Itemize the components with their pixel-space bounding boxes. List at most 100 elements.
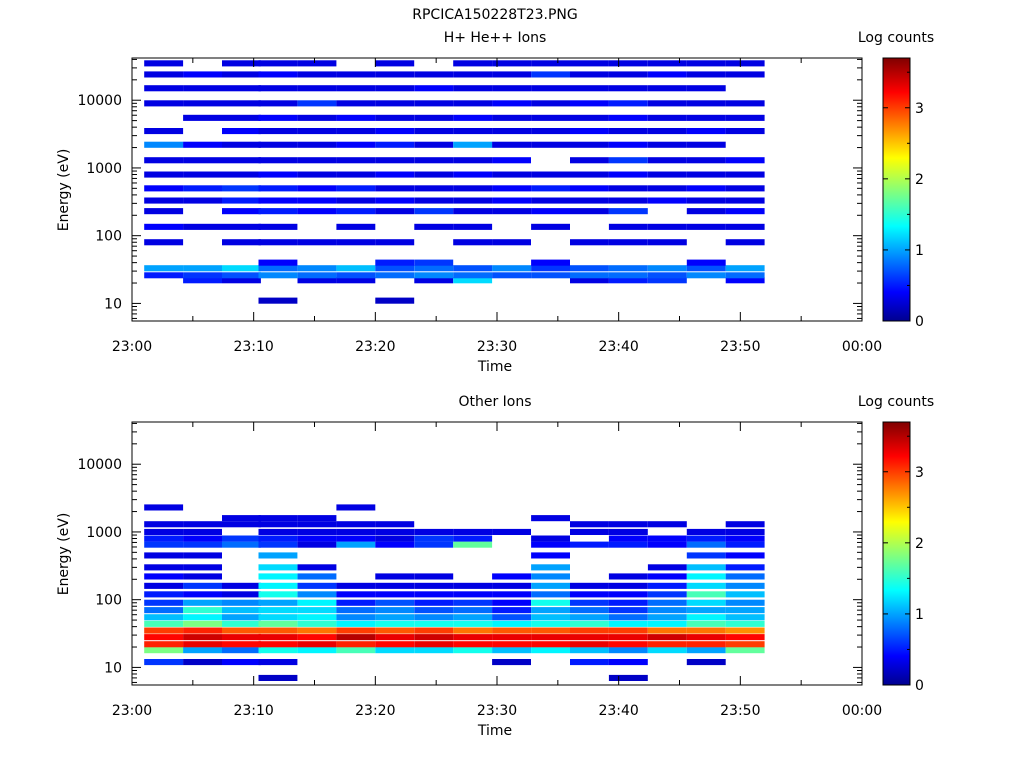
panel-title: Other Ions — [458, 394, 531, 410]
heatmap-cell — [183, 627, 222, 634]
heatmap-cell — [222, 265, 261, 272]
heatmap-cell — [144, 85, 184, 92]
heatmap-cell — [258, 521, 298, 528]
heatmap-cell — [414, 128, 454, 135]
x-tick-label: 23:20 — [355, 703, 395, 719]
heatmap-cell — [531, 265, 570, 272]
heatmap-cell — [608, 197, 648, 204]
x-tick-label: 23:30 — [477, 703, 517, 719]
heatmap-cell — [297, 564, 337, 571]
heatmap-cell — [336, 100, 376, 107]
heatmap-cell — [414, 141, 454, 148]
heatmap-cell — [297, 591, 337, 598]
heatmap-cell — [453, 171, 493, 178]
heatmap-cell — [647, 582, 687, 589]
heatmap-cell — [144, 208, 184, 215]
heatmap-cell — [647, 599, 687, 606]
x-tick-label: 23:40 — [598, 339, 638, 355]
heatmap-cell — [725, 197, 765, 204]
heatmap-cell — [647, 114, 687, 121]
heatmap-cell — [336, 197, 376, 204]
heatmap-cell — [492, 141, 531, 148]
heatmap-cell — [647, 591, 687, 598]
heatmap-cell — [336, 641, 376, 648]
heatmap-cell — [608, 272, 648, 279]
heatmap-cell — [375, 259, 415, 266]
heatmap-cell — [531, 185, 570, 192]
heatmap-cell — [258, 157, 298, 164]
heatmap-cell — [144, 591, 184, 598]
heatmap-cell — [297, 582, 337, 589]
heatmap-cell — [453, 277, 493, 284]
x-tick-label: 23:50 — [720, 339, 760, 355]
heatmap-cell — [183, 614, 222, 621]
heatmap-cell — [492, 272, 531, 279]
heatmap-cell — [375, 573, 415, 580]
heatmap-cell — [183, 185, 222, 192]
heatmap-cell — [183, 620, 222, 627]
colorbar-ticks: 0 1 2 3 — [883, 71, 924, 330]
heatmap-cell — [453, 239, 493, 246]
heatmap-cell — [375, 641, 415, 648]
heatmap-cell — [608, 157, 648, 164]
heatmap-cell — [531, 114, 570, 121]
heatmap-cell — [258, 100, 298, 107]
x-axis-label: Time — [477, 723, 512, 739]
heatmap-cell — [608, 641, 648, 648]
heatmap-cell — [297, 208, 337, 215]
heatmap-cell — [375, 634, 415, 641]
x-tick-label: 23:00 — [112, 339, 152, 355]
heatmap-cell — [647, 620, 687, 627]
heatmap-cell — [492, 634, 531, 641]
heatmap-cell — [258, 599, 298, 606]
heatmap-cell — [336, 208, 376, 215]
heatmap-cell — [258, 582, 298, 589]
heatmap-cell — [570, 272, 609, 279]
colorbar-tick-label: 2 — [915, 172, 924, 188]
heatmap-cell — [414, 573, 454, 580]
heatmap-cell — [647, 185, 687, 192]
heatmap-cell — [222, 128, 261, 135]
heatmap-cell — [336, 634, 376, 641]
heatmap-cell — [222, 614, 261, 621]
heatmap-cell — [414, 620, 454, 627]
heatmap-cell — [258, 674, 298, 681]
heatmap-cell — [492, 60, 531, 67]
heatmap-cell — [725, 223, 765, 230]
heatmap-cell — [725, 582, 765, 589]
heatmap-cell — [608, 141, 648, 148]
heatmap-cell — [375, 582, 415, 589]
y-tick-label: 10000 — [77, 93, 122, 109]
heatmap-cell — [608, 647, 648, 654]
heatmap-cell — [375, 114, 415, 121]
heatmap-cell — [375, 208, 415, 215]
heatmap-cell — [222, 634, 261, 641]
heatmap-cell — [531, 128, 570, 135]
heatmap-cell — [144, 573, 184, 580]
colorbar-title: Log counts — [858, 30, 934, 46]
heatmap-cell — [686, 552, 726, 559]
heatmap-cell — [222, 641, 261, 648]
heatmap-cell — [222, 185, 261, 192]
heatmap-cell — [647, 141, 687, 148]
heatmap-cell — [144, 627, 184, 634]
colorbar-title: Log counts — [858, 394, 934, 410]
heatmap-cell — [258, 607, 298, 614]
y-tick-label: 100 — [95, 593, 122, 609]
heatmap-cell — [686, 620, 726, 627]
heatmap-cell — [647, 573, 687, 580]
heatmap-cell — [686, 185, 726, 192]
heatmap-cell — [686, 272, 726, 279]
heatmap-cell — [647, 647, 687, 654]
colorbar-tick-label: 0 — [915, 678, 924, 694]
heatmap-cell — [183, 197, 222, 204]
heatmap-cell — [183, 141, 222, 148]
heatmap-cell — [686, 607, 726, 614]
heatmap-cell — [453, 157, 493, 164]
heatmap-cell — [453, 535, 493, 542]
heatmap-cell — [144, 541, 184, 548]
heatmap-cell — [570, 128, 609, 135]
heatmap-cell — [608, 277, 648, 284]
heatmap-cell — [297, 265, 337, 272]
heatmap-cell — [336, 272, 376, 279]
